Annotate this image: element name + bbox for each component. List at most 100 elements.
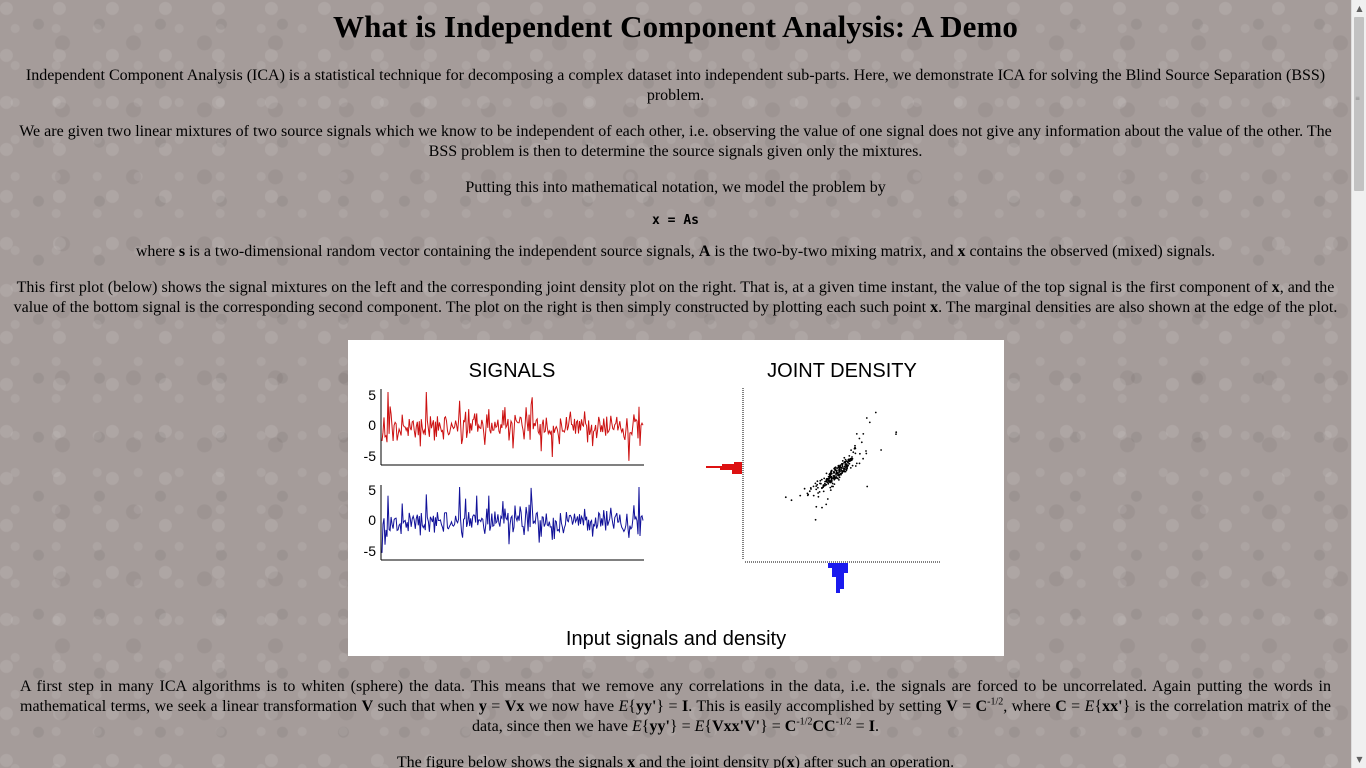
- joint-density-plot: [706, 388, 940, 593]
- plot-description-paragraph: This first plot (below) shows the signal…: [13, 279, 1338, 316]
- scatter-point: [829, 476, 831, 479]
- scatter-point: [838, 476, 841, 479]
- scatter-point: [837, 477, 839, 480]
- scatter-point: [848, 455, 851, 457]
- bottom-marginal-bar: [832, 563, 836, 577]
- scatter-point: [855, 433, 858, 435]
- scatter-point: [832, 485, 834, 488]
- scatter-point: [809, 487, 812, 489]
- scatter-point: [822, 485, 825, 488]
- bottom-marginal-histogram: [828, 563, 848, 593]
- scatter-point: [833, 474, 835, 477]
- left-marginal-histogram: [706, 462, 742, 474]
- scatter-point: [845, 469, 848, 472]
- scatter-point: [829, 489, 832, 491]
- scatter-point: [822, 490, 825, 493]
- scatter-point: [828, 479, 830, 482]
- scatter-point: [854, 447, 857, 450]
- scatter-point: [812, 485, 815, 488]
- scatter-point: [854, 444, 856, 447]
- scatter-point: [833, 483, 836, 485]
- whitened-figure-intro: The figure below shows the signals x and…: [396, 754, 955, 768]
- scroll-up-arrow-icon[interactable]: ▲: [1356, 4, 1363, 13]
- bottom-marginal-bar: [844, 563, 848, 573]
- scatter-point: [862, 457, 864, 460]
- left-marginal-bar: [734, 462, 742, 464]
- scatter-point: [808, 490, 811, 493]
- scatter-point: [838, 468, 841, 470]
- figure-caption: Input signals and density: [566, 628, 786, 650]
- scatter-point: [815, 488, 818, 491]
- scatter-point: [858, 437, 861, 440]
- bottom-marginal-bar: [840, 563, 844, 589]
- scatter-point: [817, 486, 819, 489]
- scatter-point: [833, 467, 835, 470]
- scatter-point: [866, 485, 869, 488]
- whitening-paragraph: A first step in many ICA algorithms is t…: [20, 678, 1332, 735]
- scatter-point: [826, 478, 829, 480]
- scatter-point: [849, 467, 852, 469]
- scatter-point: [830, 472, 833, 475]
- scatter-point: [832, 477, 835, 479]
- scatter-point: [852, 451, 855, 454]
- scatter-point: [847, 465, 849, 467]
- scatter-point: [836, 472, 839, 475]
- scrollbar-thumb[interactable]: [1354, 17, 1364, 191]
- scatter-point: [841, 460, 844, 462]
- scatter-point: [814, 518, 817, 521]
- scrollbar-grip-icon: ≡: [1355, 95, 1361, 102]
- scatter-point: [815, 505, 818, 508]
- scatter-point: [836, 469, 838, 472]
- scatter-point: [784, 496, 787, 499]
- scatter-point: [838, 465, 840, 467]
- scatter-point: [840, 473, 842, 476]
- vertical-scrollbar[interactable]: ▲ ≡ ▼: [1351, 0, 1366, 768]
- scatter-point: [825, 472, 828, 475]
- scatter-point: [880, 449, 882, 451]
- scatter-point: [854, 465, 857, 467]
- scatter-point: [831, 482, 834, 485]
- scatter-point: [844, 461, 847, 464]
- bottom-tick-0: 0: [368, 512, 376, 528]
- top-signal-axes: 5 0 -5: [364, 387, 644, 466]
- scatter-point: [833, 470, 835, 473]
- scatter-point: [840, 468, 842, 471]
- scatter-point: [841, 463, 844, 466]
- intro-paragraph: Independent Component Analysis (ICA) is …: [25, 67, 1326, 104]
- left-marginal-bar: [732, 470, 742, 474]
- scatter-point: [848, 460, 851, 463]
- scatter-point: [817, 495, 820, 498]
- scatter-point: [816, 480, 819, 483]
- scatter-point: [851, 464, 854, 467]
- scatter-point: [826, 498, 829, 500]
- top-tick-minus5: -5: [364, 448, 377, 464]
- scatter-point: [850, 449, 852, 451]
- scatter-point: [827, 482, 830, 485]
- scatter-point: [843, 456, 846, 459]
- scatter-point: [850, 459, 853, 462]
- scatter-point: [838, 473, 841, 476]
- scatter-point: [845, 464, 847, 467]
- joint-density-scatter: [784, 411, 898, 521]
- scatter-point: [829, 486, 832, 489]
- scatter-point: [812, 494, 815, 497]
- scatter-point: [848, 462, 851, 465]
- scroll-down-arrow-icon[interactable]: ▼: [1356, 755, 1363, 764]
- left-marginal-bar: [722, 464, 742, 466]
- bottom-tick-minus5: -5: [364, 543, 377, 559]
- scatter-point: [823, 477, 826, 480]
- scatter-point: [838, 479, 840, 481]
- scatter-point: [860, 441, 863, 444]
- scatter-point: [859, 452, 861, 455]
- scatter-point: [841, 471, 844, 474]
- scatter-point: [874, 411, 877, 414]
- bottom-marginal-bar: [828, 563, 832, 568]
- scatter-point: [895, 431, 898, 434]
- scatter-point: [819, 479, 822, 482]
- input-signals-figure: SIGNALS JOINT DENSITY Input signals and …: [348, 340, 1004, 656]
- scatter-point: [844, 470, 847, 473]
- scatter-point: [820, 478, 823, 481]
- scatter-point: [803, 487, 806, 490]
- scatter-point: [817, 492, 819, 494]
